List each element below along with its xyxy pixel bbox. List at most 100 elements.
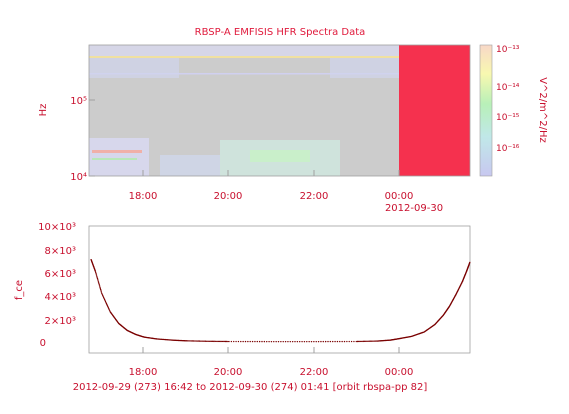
fce-point — [348, 340, 350, 343]
colorbar-tick-13: 10⁻¹³ — [496, 45, 520, 55]
fce-point — [343, 340, 346, 343]
fce-ytick-10k: 10×10³ — [38, 222, 76, 233]
fce-point — [201, 340, 203, 342]
spectrogram-fill-region — [399, 45, 470, 176]
spectrogram-band-mid — [89, 58, 179, 78]
fce-ytick-8k: 8×10³ — [45, 246, 76, 257]
top-xticks: 18:00 20:00 22:00 00:00 2012-09-30 — [129, 170, 443, 214]
fce-point — [369, 340, 372, 342]
fce-point — [192, 340, 195, 342]
fce-point — [287, 340, 289, 343]
fce-point — [327, 340, 329, 343]
top-ytick-10e5: 10⁵ — [70, 96, 87, 107]
fce-point — [373, 340, 375, 342]
fce-point — [303, 340, 306, 343]
fce-point — [95, 271, 97, 274]
fce-point — [221, 340, 223, 343]
fce-frame — [88, 225, 471, 354]
fce-point — [95, 272, 97, 275]
fce-point — [310, 340, 313, 343]
fce-point — [289, 340, 291, 343]
colorbar-tick-16: 10⁻¹⁶ — [496, 144, 520, 154]
fce-point — [188, 340, 190, 342]
fce-point — [99, 288, 102, 291]
fce-point — [256, 340, 258, 343]
top-xtick-1800: 18:00 — [129, 191, 158, 202]
fce-point — [367, 340, 369, 342]
fce-point — [280, 340, 282, 343]
fce-point — [211, 340, 214, 343]
fce-ytick-2k: 2×10³ — [45, 316, 76, 327]
fce-point — [98, 282, 100, 285]
fce-point — [202, 340, 204, 342]
fce-point — [291, 340, 294, 343]
fce-point — [190, 340, 192, 342]
fce-point — [97, 279, 99, 281]
fce-point — [240, 340, 242, 343]
fce-point — [336, 340, 339, 343]
fce-point — [214, 340, 216, 343]
fce-point — [308, 340, 310, 343]
fce-point — [372, 340, 374, 342]
spectrogram-band-line — [89, 56, 399, 58]
fce-point — [107, 305, 109, 308]
fce-point — [97, 281, 100, 283]
fce-point — [99, 286, 101, 288]
fce-point — [254, 340, 256, 343]
fce-point — [215, 340, 217, 343]
fce-point — [223, 340, 225, 343]
fce-point — [100, 291, 103, 293]
fce-point — [469, 261, 471, 264]
top-date-label: 2012-09-30 — [385, 203, 443, 214]
fce-point — [194, 340, 196, 342]
fce-point — [365, 340, 367, 343]
fce-series — [90, 258, 471, 343]
fce-point — [210, 340, 213, 343]
fce-point — [191, 340, 194, 342]
fce-point — [209, 340, 211, 343]
spectrogram-emission-left-line — [92, 150, 142, 153]
fce-point — [94, 270, 97, 272]
fce-point — [341, 340, 343, 343]
fce-point — [98, 284, 100, 286]
fce-ytick-0: 0 — [40, 338, 46, 349]
top-ylabel: Hz — [38, 104, 49, 117]
fce-point — [100, 290, 102, 292]
fce-point — [357, 340, 360, 343]
fce-point — [261, 340, 263, 343]
fce-point — [195, 340, 197, 342]
fce-point — [205, 340, 208, 342]
fce-point — [207, 340, 209, 342]
top-xtick-2000: 20:00 — [214, 191, 243, 202]
spectrogram-emission-center-3 — [160, 155, 220, 176]
fce-point — [363, 340, 366, 343]
fce-point — [350, 340, 353, 343]
fce-point — [263, 340, 266, 343]
fce-point — [222, 340, 224, 343]
footer-time-range: 2012-09-29 (273) 16:42 to 2012-09-30 (27… — [73, 382, 428, 393]
fce-point — [98, 285, 101, 287]
fce-point — [185, 340, 188, 342]
fce-point — [200, 340, 202, 342]
fce-point — [301, 340, 303, 343]
fce-point — [370, 340, 373, 342]
spectrogram-band-mid-right — [330, 58, 399, 78]
fce-point — [96, 275, 98, 277]
chart-title: RBSP-A EMFISIS HFR Spectra Data — [195, 27, 366, 38]
fce-point — [228, 340, 230, 343]
fce-point — [216, 340, 218, 343]
fce-point — [197, 340, 200, 342]
fce-point — [324, 340, 327, 343]
fce-point — [225, 340, 228, 343]
fce-point — [362, 340, 365, 343]
top-xtick-2200: 22:00 — [300, 191, 329, 202]
spectrogram-panel: 10⁵ 10⁴ Hz 18:00 20:00 22:00 00:00 2012-… — [38, 44, 471, 214]
fce-ytick-4k: 4×10³ — [45, 292, 76, 303]
fce-point — [230, 340, 233, 343]
fce-point — [315, 340, 317, 343]
fce-point — [187, 340, 189, 342]
spectrogram-band-top — [89, 45, 399, 57]
fce-point — [366, 340, 368, 342]
fce-point — [96, 276, 98, 279]
